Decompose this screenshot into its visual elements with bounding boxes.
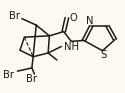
Text: N: N bbox=[86, 16, 94, 26]
Text: Br: Br bbox=[26, 74, 37, 84]
Text: NH: NH bbox=[64, 41, 79, 52]
Text: Br: Br bbox=[3, 70, 14, 80]
Text: Br: Br bbox=[9, 11, 20, 21]
Text: S: S bbox=[101, 50, 107, 60]
Text: O: O bbox=[70, 13, 78, 23]
